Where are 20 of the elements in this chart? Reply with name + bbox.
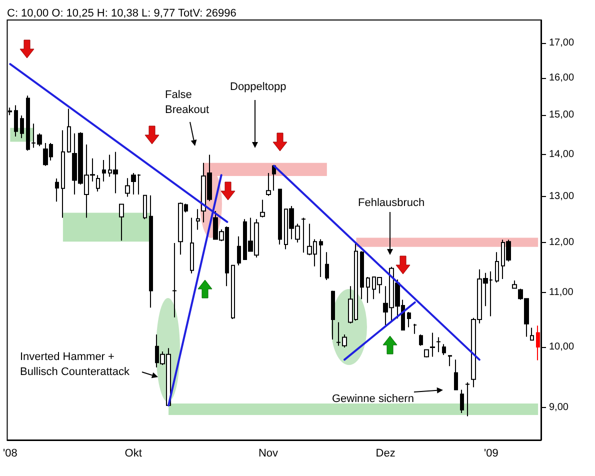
y-tick-label: 10,00 <box>549 341 574 352</box>
x-tick-label: '09 <box>484 448 498 460</box>
y-tick-label: 11,00 <box>549 286 574 298</box>
chart-title: C: 10,00 O: 10,25 H: 10,38 L: 9,77 TotV: 26996 <box>7 8 236 20</box>
annotation: Inverted Hammer + Bullisch Counterattack <box>20 351 130 378</box>
annotation: Gewinne sichern <box>332 393 414 405</box>
annotation: Doppeltopp <box>230 81 286 93</box>
x-tick-label: '08 <box>2 448 18 460</box>
annotation: Fehlausbruch <box>358 197 425 209</box>
y-tick-label: 12,00 <box>549 237 574 248</box>
y-tick-label: 14,00 <box>549 148 574 160</box>
y-tick-label: 13,00 <box>549 191 574 202</box>
y-tick-label: 16,00 <box>549 72 574 84</box>
y-tick-label: 17,00 <box>549 38 574 49</box>
y-tick-label: 15,00 <box>549 109 574 120</box>
x-tick-label: Okt <box>124 448 142 460</box>
x-tick-label: Dez <box>376 448 396 460</box>
annotation: False Breakout <box>165 89 210 116</box>
x-tick-label: Nov <box>258 448 279 460</box>
y-tick-label: 9,00 <box>549 402 569 413</box>
